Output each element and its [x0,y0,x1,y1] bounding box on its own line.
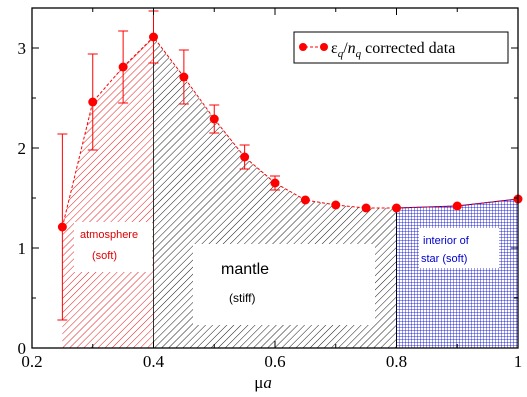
x-tick-label: 0.2 [21,352,42,371]
x-axis-label-mu: μ [254,373,263,392]
data-point [179,72,189,82]
data-point [392,203,401,213]
interior-sublabel: star (soft) [421,253,467,265]
mantle-label: mantle [221,261,269,278]
y-tick-label: 0 [18,339,27,358]
data-point [57,222,67,232]
atmosphere-label: atmosphere [80,229,138,241]
legend-sub-q1: q [338,48,344,60]
series-layer [57,10,523,321]
y-tick-label: 1 [18,239,27,258]
x-axis-label-a: a [263,373,272,392]
legend-rest: corrected data [361,40,455,57]
ticks-layer: 0.2 0.4 0.6 0.8 1 0 1 2 3 [18,8,523,371]
legend-label: εq/nq corrected data [331,40,455,60]
interior-label-box [419,228,499,268]
atmosphere-sublabel: (soft) [92,250,117,262]
data-point [270,178,280,188]
y-tick-label: 3 [18,39,27,58]
interior-label: interior of [423,235,470,247]
x-tick-label: 0.8 [386,352,407,371]
data-point [149,32,158,42]
legend-marker-right [320,43,328,51]
data-point [209,114,219,124]
series-line [61,36,519,228]
region-atmosphere [62,37,154,348]
data-point [331,200,341,210]
legend: εq/nq corrected data [293,31,509,64]
legend-eps: ε [331,40,338,57]
x-tick-label: 0.6 [264,352,285,371]
mantle-sublabel: (stiff) [229,291,255,305]
data-point [88,97,98,107]
data-point [300,195,310,205]
legend-box [293,31,509,64]
data-point [361,203,371,213]
data-point [452,201,462,211]
region-interior [396,199,518,348]
legend-n: n [348,40,356,57]
x-tick-label: 0.4 [143,352,165,371]
data-point [118,62,128,72]
legend-sub-q2: q [356,48,362,60]
legend-marker-left [299,43,307,51]
x-axis-label: μa [254,373,272,392]
y-tick-label: 2 [18,139,27,158]
atmosphere-label-box [74,222,152,272]
mantle-label-box [193,244,375,325]
data-point [240,152,250,162]
x-tick-label: 1 [514,352,523,371]
legend-slash: / [343,40,348,57]
